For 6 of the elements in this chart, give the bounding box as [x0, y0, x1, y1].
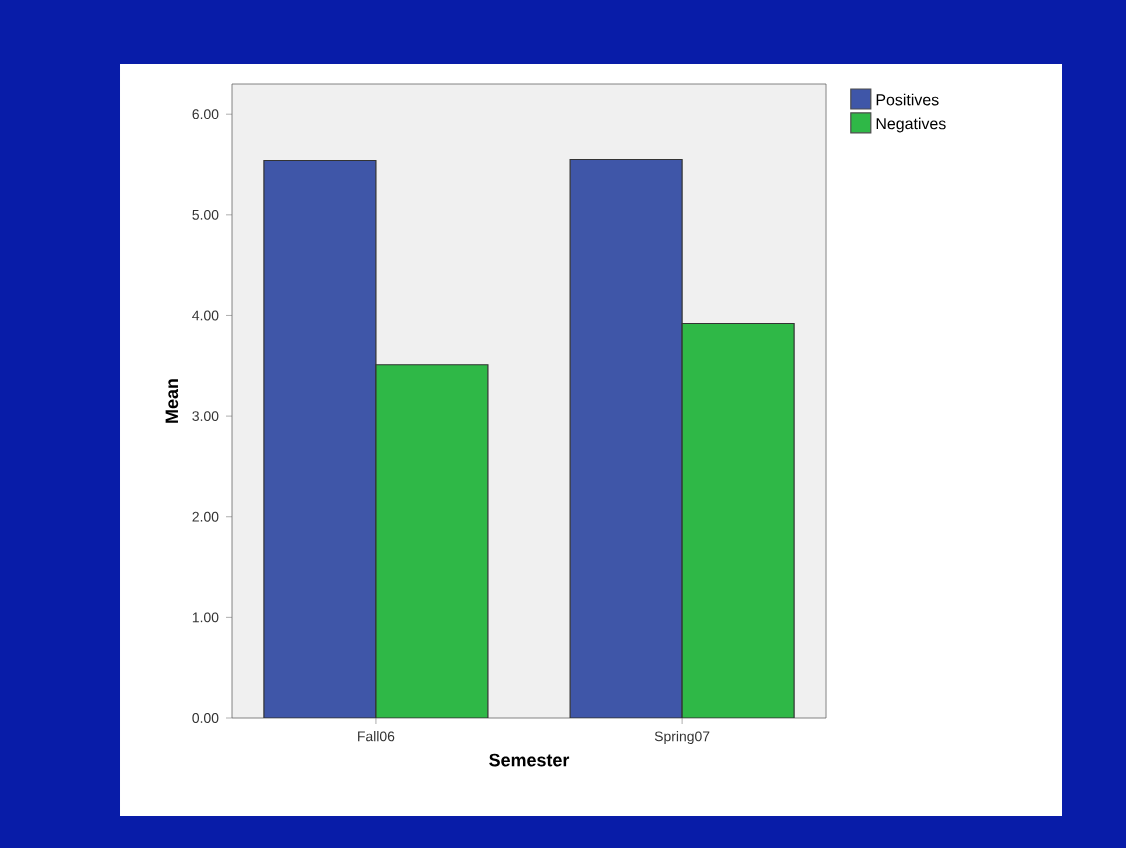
x-axis-title: Semester	[489, 753, 570, 767]
y-axis-title: Mean	[165, 379, 179, 423]
bar	[681, 322, 795, 718]
bar	[569, 158, 683, 718]
bar	[263, 159, 377, 718]
bar	[375, 364, 489, 718]
